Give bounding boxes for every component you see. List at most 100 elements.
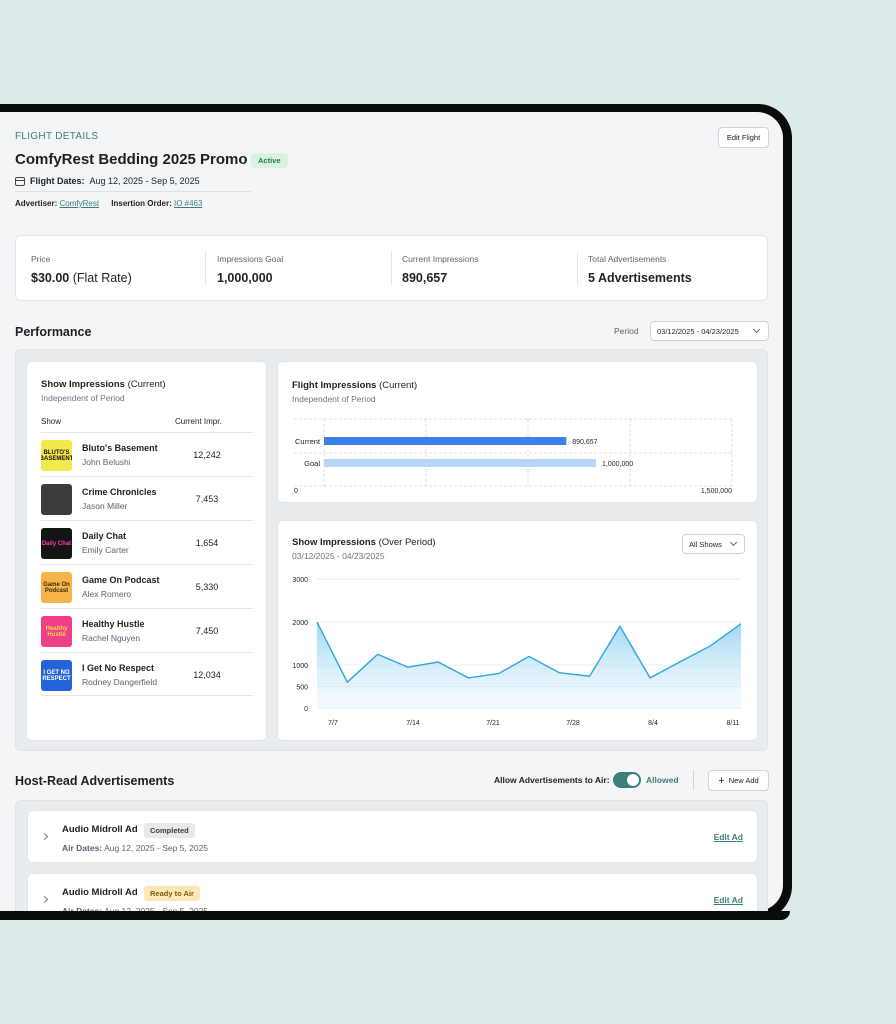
card-title-main: Show Impressions bbox=[41, 379, 125, 390]
x-tick-label: 7/21 bbox=[486, 720, 500, 727]
show-filter-value: All Shows bbox=[689, 539, 722, 549]
plus-icon: + bbox=[718, 774, 725, 787]
show-filter-select[interactable]: All Shows bbox=[682, 534, 745, 554]
card-title-suffix: (Over Period) bbox=[378, 537, 436, 548]
show-artwork-text: Game On Podcast bbox=[43, 581, 70, 594]
show-host: Rodney Dangerfield bbox=[82, 677, 158, 687]
table-row: Game On Podcast Game On Podcast Alex Romer… bbox=[41, 564, 253, 608]
col-current-impr: Current Impr. bbox=[175, 417, 222, 426]
table-row: Crime Chronicles Jason Miller 7,453 bbox=[41, 476, 253, 520]
y-tick-label: 0 bbox=[304, 706, 308, 713]
y-tick-label: 2000 bbox=[292, 620, 308, 627]
show-artwork-text: BLUTO'S BASEMENT bbox=[41, 449, 72, 462]
show-artwork-text: I GET NO RESPECT bbox=[42, 669, 71, 682]
bar-category-label: Goal bbox=[304, 459, 320, 468]
x-tick-label: 8/11 bbox=[726, 720, 739, 727]
x-tick-label: 1,500,000 bbox=[701, 488, 732, 495]
insertion-order-label: Insertion Order: bbox=[111, 199, 172, 208]
divider bbox=[391, 252, 392, 285]
card-title: Flight Impressions (Current) bbox=[292, 380, 417, 391]
x-tick-label: 0 bbox=[294, 488, 298, 495]
card-subtitle: Independent of Period bbox=[41, 393, 125, 403]
price-suffix: (Flat Rate) bbox=[72, 271, 132, 285]
show-artwork-text: Daily Chat bbox=[41, 540, 72, 547]
edit-ad-link[interactable]: Edit Ad bbox=[713, 895, 743, 905]
period-impressions-card: Show Impressions (Over Period) 03/12/202… bbox=[277, 520, 758, 741]
calendar-icon bbox=[15, 176, 25, 186]
ad-status-badge: Ready to Air bbox=[144, 886, 200, 901]
table-row: BLUTO'S BASEMENT Bluto's Basement John Bel… bbox=[41, 432, 253, 476]
stat-value: 890,657 bbox=[402, 271, 448, 285]
bar bbox=[324, 459, 596, 467]
series-line bbox=[316, 621, 742, 684]
ad-dates-value: Aug 12, 2025 - Sep 5, 2025 bbox=[104, 843, 209, 853]
card-title-suffix: (Current) bbox=[127, 379, 166, 390]
show-name: Daily Chat bbox=[82, 531, 127, 541]
insertion-order-link[interactable]: IO #463 bbox=[173, 199, 203, 208]
show-artwork bbox=[41, 484, 72, 515]
ad-row[interactable]: Audio Midroll Ad Completed Air Dates: Au… bbox=[27, 810, 758, 863]
show-artwork-text: Healthy Hustle bbox=[45, 625, 68, 638]
advertiser-link[interactable]: ComfyRest bbox=[59, 199, 100, 208]
ad-dates-label: Air Dates: bbox=[62, 843, 103, 853]
show-host: Jason Miller bbox=[82, 501, 128, 511]
stat-impressions-goal: Impressions Goal 1,000,000 bbox=[217, 236, 283, 302]
show-impressions-card: Show Impressions (Current) Independent o… bbox=[26, 361, 267, 741]
price-value: $30.00 bbox=[31, 271, 70, 285]
show-host: Alex Romero bbox=[82, 589, 132, 599]
section-kicker: FLIGHT DETAILS bbox=[15, 131, 99, 142]
x-tick-label: 7/7 bbox=[328, 720, 338, 727]
show-artwork: BLUTO'S BASEMENT bbox=[41, 440, 72, 471]
stat-label: Price bbox=[31, 254, 51, 264]
card-subtitle: 03/12/2025 - 04/23/2025 bbox=[292, 551, 385, 561]
host-read-title: Host-Read Advertisements bbox=[15, 774, 175, 788]
show-name: Game On Podcast bbox=[82, 575, 160, 585]
show-name: Bluto's Basement bbox=[82, 443, 158, 453]
card-title-suffix: (Current) bbox=[379, 380, 418, 391]
chevron-right-icon[interactable] bbox=[40, 895, 49, 904]
card-title-main: Show Impressions bbox=[292, 537, 376, 548]
card-title-main: Flight Impressions bbox=[292, 380, 377, 391]
show-artwork: Healthy Hustle bbox=[41, 616, 72, 647]
table-row: Daily Chat Daily Chat Emily Carter 1,654 bbox=[41, 520, 253, 564]
flight-dates-value: Aug 12, 2025 - Sep 5, 2025 bbox=[89, 176, 200, 186]
allow-ads-toggle[interactable] bbox=[613, 772, 641, 788]
flight-impressions-card: Flight Impressions (Current) Independent… bbox=[277, 361, 758, 503]
show-name: Crime Chronicles bbox=[82, 487, 157, 497]
x-tick-label: 8/4 bbox=[648, 720, 658, 727]
stat-total-ads: Total Advertisements 5 Advertisements bbox=[588, 236, 692, 302]
flight-dates-label: Flight Dates: bbox=[30, 176, 85, 186]
card-subtitle: Independent of Period bbox=[292, 394, 376, 404]
allow-ads-label: Allow Advertisements to Air: bbox=[494, 775, 610, 785]
stat-value: 1,000,000 bbox=[217, 271, 273, 285]
period-label: Period bbox=[614, 326, 639, 336]
new-add-button[interactable]: + New Add bbox=[708, 770, 769, 791]
show-impressions-value: 1,654 bbox=[195, 538, 219, 548]
chevron-right-icon[interactable] bbox=[40, 832, 49, 841]
edit-flight-button[interactable]: Edit Flight bbox=[718, 127, 769, 148]
period-select[interactable]: 03/12/2025 - 04/23/2025 bbox=[650, 321, 769, 341]
status-badge: Active bbox=[251, 153, 288, 168]
divider bbox=[577, 252, 578, 285]
divider bbox=[693, 770, 694, 790]
stat-label: Total Advertisements bbox=[588, 254, 667, 264]
chevron-down-icon bbox=[752, 325, 761, 334]
performance-title: Performance bbox=[15, 325, 92, 339]
period-impressions-chart: 0 500 1000 2000 3000 7/7 7/14 7/21 7/28 8/4 8/11 bbox=[292, 577, 742, 727]
table-row: Healthy Hustle Healthy Hustle Rachel Nguye… bbox=[41, 608, 253, 652]
show-artwork: Daily Chat bbox=[41, 528, 72, 559]
stats-card: Price $30.00 (Flat Rate) Impressions Goa… bbox=[15, 235, 768, 301]
col-show: Show bbox=[41, 417, 62, 426]
page-title: ComfyRest Bedding 2025 Promo bbox=[15, 151, 248, 168]
show-artwork: I GET NO RESPECT bbox=[41, 660, 72, 691]
edit-ad-link[interactable]: Edit Ad bbox=[713, 832, 743, 842]
show-impressions-value: 7,453 bbox=[195, 494, 219, 504]
x-tick-label: 7/28 bbox=[566, 720, 580, 727]
stat-label: Impressions Goal bbox=[217, 254, 284, 264]
y-tick-label: 1000 bbox=[292, 663, 308, 670]
show-host: Rachel Nguyen bbox=[82, 633, 141, 643]
tablet-bezel-bottom bbox=[0, 911, 790, 920]
flight-impressions-chart: Current 890,657 Goal 1,000,000 0 1,500,000 bbox=[294, 418, 733, 495]
divider bbox=[205, 252, 206, 285]
new-add-label: New Add bbox=[728, 776, 759, 785]
